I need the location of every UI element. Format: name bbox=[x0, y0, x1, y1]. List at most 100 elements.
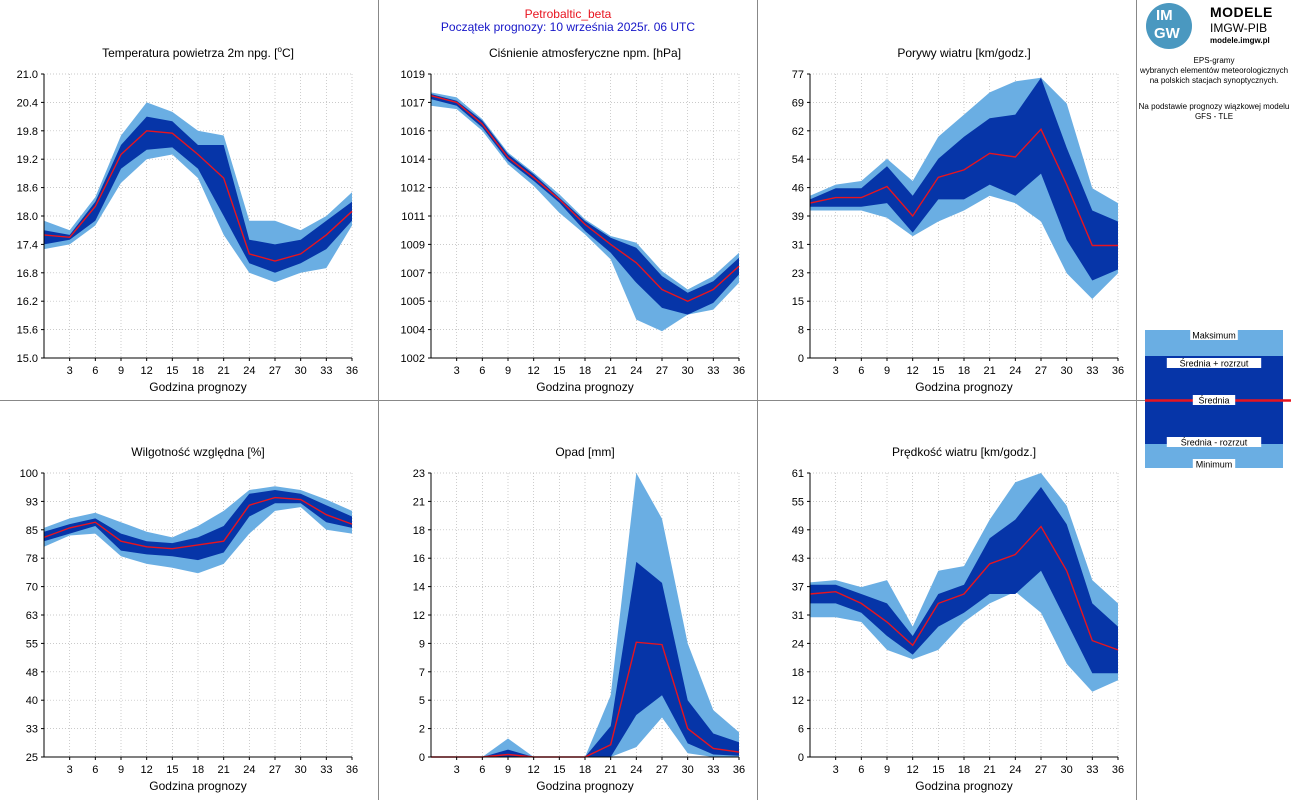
x-tick-label: 6 bbox=[92, 365, 98, 377]
x-tick-label: 24 bbox=[1009, 764, 1021, 776]
x-axis-label: Godzina prognozy bbox=[536, 779, 633, 793]
y-tick-label: 20.4 bbox=[17, 97, 38, 109]
y-tick-label: 46 bbox=[792, 183, 804, 195]
x-tick-label: 27 bbox=[269, 764, 281, 776]
x-tick-label: 18 bbox=[958, 365, 970, 377]
x-tick-label: 27 bbox=[269, 365, 281, 377]
x-tick-label: 9 bbox=[118, 764, 124, 776]
x-tick-label: 9 bbox=[884, 764, 890, 776]
y-tick-label: 18.0 bbox=[17, 211, 38, 223]
x-tick-label: 12 bbox=[141, 764, 153, 776]
series-min-max-band bbox=[431, 92, 739, 332]
x-tick-label: 18 bbox=[958, 764, 970, 776]
x-tick-label: 15 bbox=[166, 764, 178, 776]
x-tick-label: 9 bbox=[505, 365, 511, 377]
y-tick-label: 1016 bbox=[401, 126, 425, 138]
y-tick-label: 19.2 bbox=[17, 154, 38, 166]
x-axis-label: Godzina prognozy bbox=[536, 380, 633, 394]
y-tick-label: 12 bbox=[792, 695, 804, 707]
y-tick-label: 1009 bbox=[401, 239, 425, 251]
x-tick-label: 6 bbox=[479, 764, 485, 776]
y-tick-label: 63 bbox=[26, 610, 38, 622]
side-line: GFS - TLE bbox=[1194, 112, 1234, 121]
logo-site: modele.imgw.pl bbox=[1210, 36, 1270, 45]
x-tick-label: 15 bbox=[166, 365, 178, 377]
x-axis-label: Godzina prognozy bbox=[149, 779, 246, 793]
x-tick-label: 36 bbox=[1112, 764, 1124, 776]
x-tick-label: 24 bbox=[243, 365, 255, 377]
y-tick-label: 18.6 bbox=[17, 183, 38, 195]
x-tick-label: 30 bbox=[1061, 764, 1073, 776]
chart-humidity: Wilgotność względna [%]25334048556370788… bbox=[20, 445, 358, 793]
x-tick-label: 21 bbox=[218, 764, 230, 776]
x-tick-label: 36 bbox=[733, 764, 745, 776]
x-tick-label: 36 bbox=[346, 764, 358, 776]
series-mean-line bbox=[43, 496, 353, 550]
x-tick-label: 15 bbox=[553, 365, 565, 377]
y-tick-label: 40 bbox=[26, 695, 38, 707]
y-tick-label: 0 bbox=[798, 752, 804, 764]
x-tick-label: 12 bbox=[528, 365, 540, 377]
chart-title: Temperatura powietrza 2m npg. [oC] bbox=[102, 45, 294, 60]
series-mean-line bbox=[809, 128, 1118, 247]
side-line: na polskich stacjach synoptycznych. bbox=[1149, 76, 1279, 85]
y-tick-label: 18 bbox=[792, 667, 804, 679]
y-tick-label: 77 bbox=[792, 69, 804, 81]
x-axis-label: Godzina prognozy bbox=[915, 380, 1012, 394]
x-tick-label: 36 bbox=[1112, 365, 1124, 377]
x-tick-label: 24 bbox=[1009, 365, 1021, 377]
x-tick-label: 33 bbox=[707, 365, 719, 377]
x-tick-label: 12 bbox=[141, 365, 153, 377]
y-tick-label: 31 bbox=[792, 610, 804, 622]
y-tick-label: 15.0 bbox=[17, 353, 38, 365]
x-tick-label: 36 bbox=[346, 365, 358, 377]
series-mean-line bbox=[430, 95, 740, 302]
x-tick-label: 36 bbox=[733, 365, 745, 377]
side-description-2: Na podstawie prognozy wiązkowej modelu G… bbox=[1137, 102, 1291, 122]
y-tick-label: 5 bbox=[419, 695, 425, 707]
y-tick-label: 31 bbox=[792, 239, 804, 251]
y-tick-label: 21.0 bbox=[17, 69, 38, 81]
y-tick-label: 78 bbox=[26, 553, 38, 565]
x-tick-label: 27 bbox=[656, 764, 668, 776]
side-line: EPS-gramy bbox=[1193, 56, 1235, 65]
y-tick-label: 55 bbox=[792, 496, 804, 508]
y-tick-label: 1017 bbox=[401, 97, 425, 109]
y-tick-label: 62 bbox=[792, 126, 804, 138]
chart-temperature: Temperatura powietrza 2m npg. [oC] 15.0 15… bbox=[17, 45, 359, 394]
x-tick-label: 27 bbox=[1035, 365, 1047, 377]
y-tick-label: 1007 bbox=[401, 268, 425, 280]
x-tick-label: 3 bbox=[67, 365, 73, 377]
y-tick-label: 1014 bbox=[401, 154, 425, 166]
chart-gusts: Porywy wiatru [km/godz.]0815233139465462… bbox=[792, 46, 1124, 394]
x-tick-label: 21 bbox=[218, 365, 230, 377]
y-tick-label: 69 bbox=[792, 97, 804, 109]
chart-title: Opad [mm] bbox=[555, 445, 614, 459]
y-tick-label: 1004 bbox=[401, 325, 425, 337]
x-tick-label: 21 bbox=[605, 764, 617, 776]
x-tick-label: 3 bbox=[833, 764, 839, 776]
x-tick-label: 27 bbox=[656, 365, 668, 377]
x-tick-label: 33 bbox=[707, 764, 719, 776]
x-tick-label: 9 bbox=[884, 365, 890, 377]
y-tick-label: 1019 bbox=[401, 69, 425, 81]
x-tick-label: 18 bbox=[579, 764, 591, 776]
y-tick-label: 33 bbox=[26, 724, 38, 736]
y-tick-label: 93 bbox=[26, 496, 38, 508]
series-mean-line bbox=[809, 525, 1119, 651]
imgw-logo-icon: IM GW bbox=[1146, 3, 1192, 49]
x-tick-label: 18 bbox=[192, 365, 204, 377]
series-spread-band bbox=[44, 490, 352, 561]
x-tick-label: 33 bbox=[320, 365, 332, 377]
logo-title: MODELE bbox=[1210, 4, 1273, 20]
y-tick-label: 15.6 bbox=[17, 325, 38, 337]
y-tick-label: 55 bbox=[26, 638, 38, 650]
y-tick-label: 15 bbox=[792, 296, 804, 308]
x-tick-label: 24 bbox=[630, 365, 642, 377]
y-tick-label: 18 bbox=[413, 525, 425, 537]
station-name: Petrobaltic_beta bbox=[524, 7, 612, 21]
y-tick-label: 85 bbox=[26, 525, 38, 537]
x-tick-label: 24 bbox=[630, 764, 642, 776]
